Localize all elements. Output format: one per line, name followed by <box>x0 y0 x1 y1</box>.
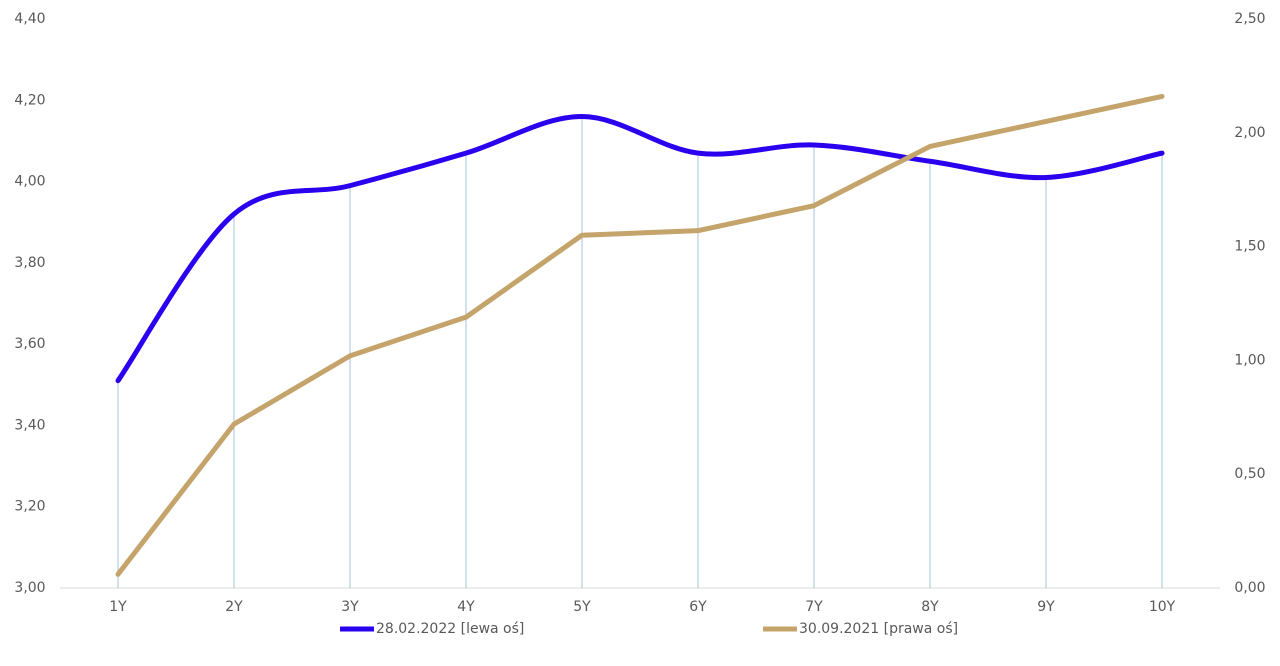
y-tick-label: 4,00 <box>14 174 45 190</box>
x-tick-label: 4Y <box>457 599 475 615</box>
y-tick-label: 3,00 <box>14 580 45 596</box>
x-tick-label: 1Y <box>109 599 127 615</box>
y-tick-label: 3,20 <box>14 499 45 515</box>
x-tick-label: 10Y <box>1149 599 1176 615</box>
y-tick-label: 3,60 <box>14 336 45 352</box>
x-tick-label: 6Y <box>689 599 707 615</box>
legend-label: 30.09.2021 [prawa oś] <box>799 621 958 637</box>
legend-label: 28.02.2022 [lewa oś] <box>376 621 524 637</box>
series-line <box>115 93 1165 577</box>
y2-tick-label: 0,00 <box>1234 580 1265 596</box>
y2-tick-label: 0,50 <box>1234 466 1265 482</box>
x-tick-label: 5Y <box>573 599 591 615</box>
x-tick-label: 8Y <box>921 599 939 615</box>
y-tick-label: 3,80 <box>14 255 45 271</box>
x-tick-label: 9Y <box>1037 599 1055 615</box>
y-tick-label: 4,40 <box>14 11 45 27</box>
y-tick-label: 4,20 <box>14 92 45 108</box>
y2-tick-label: 2,50 <box>1234 11 1265 27</box>
y2-tick-label: 1,50 <box>1234 239 1265 255</box>
y-tick-label: 3,40 <box>14 417 45 433</box>
y2-tick-label: 1,00 <box>1234 352 1265 368</box>
x-tick-label: 3Y <box>341 599 359 615</box>
series-line <box>115 114 1165 384</box>
y2-tick-label: 2,00 <box>1234 125 1265 141</box>
x-tick-label: 7Y <box>805 599 823 615</box>
x-tick-label: 2Y <box>225 599 243 615</box>
